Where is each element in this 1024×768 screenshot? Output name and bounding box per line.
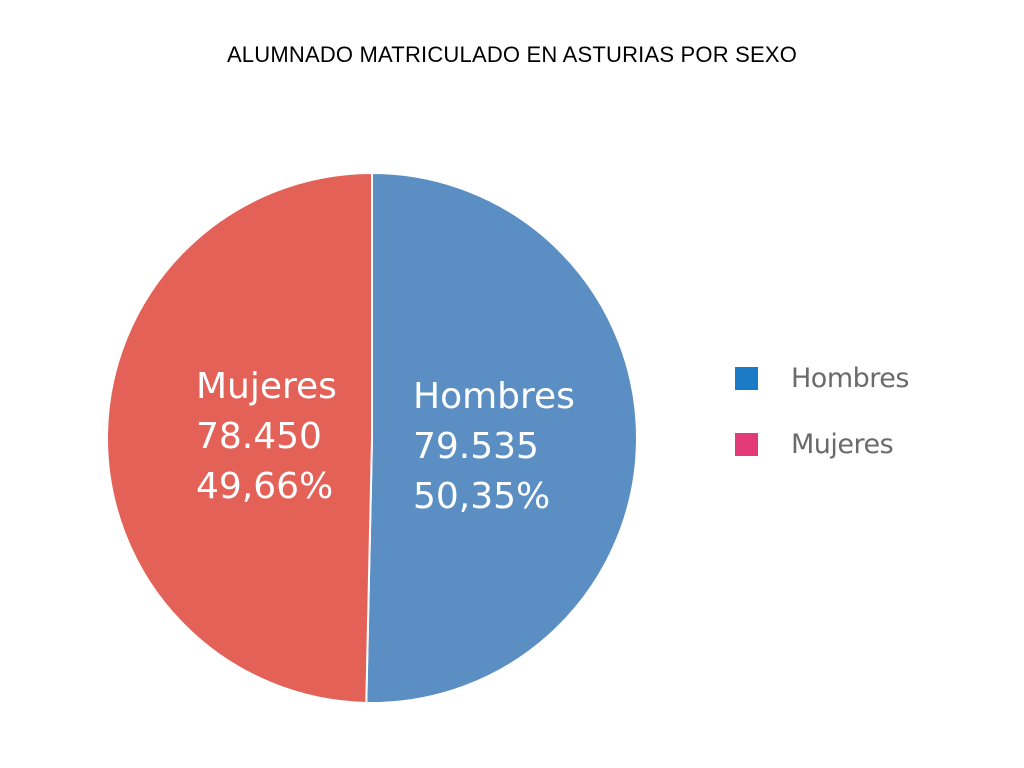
slice-label-name-mujeres: Mujeres xyxy=(196,366,337,407)
slice-label-name-hombres: Hombres xyxy=(413,376,575,417)
legend-item-mujeres: Mujeres xyxy=(735,426,909,462)
legend-swatch-mujeres xyxy=(735,432,758,456)
legend-swatch-hombres xyxy=(735,366,758,390)
legend-item-hombres: Hombres xyxy=(735,360,909,396)
slice-label-percent-mujeres: 49,66% xyxy=(196,466,333,507)
slice-label-percent-hombres: 50,35% xyxy=(413,476,550,517)
legend-label-hombres: Hombres xyxy=(791,362,909,394)
slice-label-value-hombres: 79.535 xyxy=(413,426,539,467)
pie-slice-mujeres xyxy=(106,171,373,704)
slice-label-value-mujeres: 78.450 xyxy=(196,416,322,457)
legend-label-mujeres: Mujeres xyxy=(791,428,894,460)
pie-slice-hombres xyxy=(365,171,638,704)
chart-title: ALUMNADO MATRICULADO EN ASTURIAS POR SEX… xyxy=(226,42,798,67)
chart-legend: Hombres Mujeres xyxy=(735,360,909,492)
